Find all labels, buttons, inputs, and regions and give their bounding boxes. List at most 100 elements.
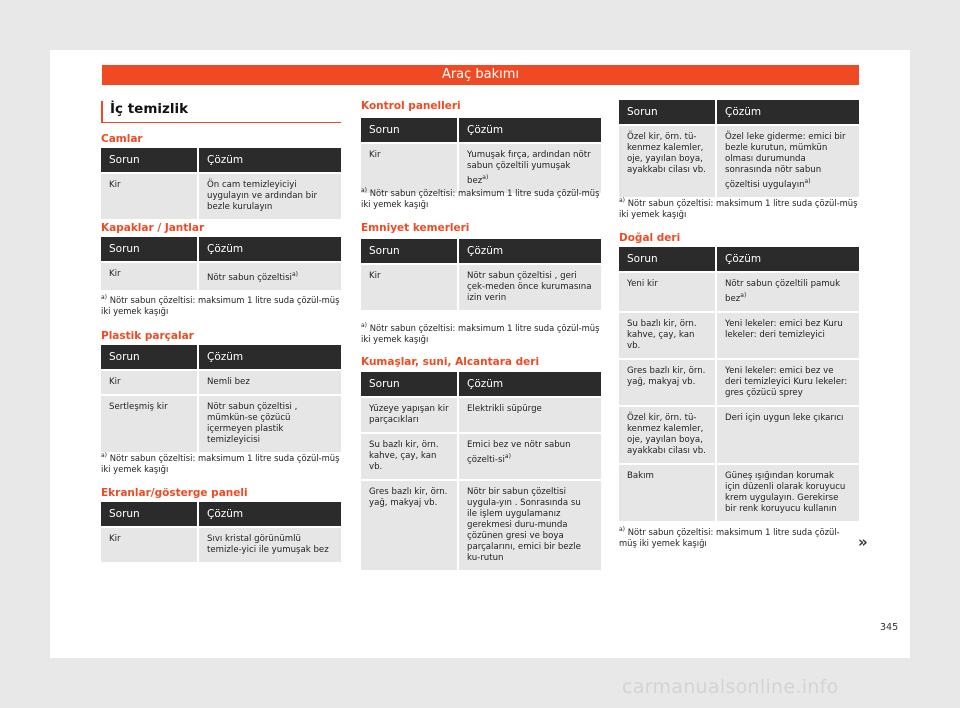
footnote-text: Nötr sabun çözeltisi: maksimum 1 litre s…	[619, 526, 840, 548]
solution-cell: Nötr sabun çözeltisia)	[197, 261, 341, 290]
problem-cell: Sertleşmiş kir	[101, 394, 198, 452]
footnote-mark: a)	[619, 197, 626, 204]
chapter-header: Araç bakımı	[102, 65, 859, 85]
footnote-text: Nötr sabun çözeltisi: maksimum 1 litre s…	[361, 322, 600, 344]
solution-text: Yumuşak fırça, ardından nötr sabun çözel…	[467, 150, 591, 186]
col-header-solution: Çözüm	[715, 247, 859, 272]
solution-cell: Sıvı kristal görünümlü temizle-yici ile …	[197, 526, 341, 562]
footnote-mark: a)	[101, 452, 108, 459]
footnote-kontrol: a) Nötr sabun çözeltisi: maksimum 1 litr…	[361, 185, 601, 210]
section-title-kontrol: Kontrol panelleri	[361, 100, 461, 112]
section-title-camlar: Camlar	[101, 133, 143, 145]
section-title-plastik: Plastik parçalar	[101, 330, 194, 342]
col-header-solution: Çözüm	[197, 345, 341, 370]
footnote-mark: a)	[804, 178, 811, 185]
footnote-text: Nötr sabun çözeltisi: maksimum 1 litre s…	[619, 197, 858, 219]
col-header-solution: Çözüm	[457, 118, 601, 143]
footnote-mark: a)	[101, 294, 108, 301]
table-row: Gres bazlı kir, örn. yağ, makyaj vb. Nötr…	[361, 479, 601, 570]
problem-cell: Kir	[101, 172, 198, 219]
problem-cell: Gres bazlı kir, örn. yağ, makyaj vb.	[361, 479, 458, 570]
table-dogal: Sorun Çözüm Yeni kir Nötr sabun çözeltili …	[619, 247, 859, 521]
table-kapaklar: Sorun Çözüm Kir Nötr sabun çözeltisia)	[101, 237, 341, 290]
solution-cell: Yeni lekeler: emici bez Kuru lekeler: de…	[715, 310, 859, 359]
problem-cell: Kir	[101, 526, 198, 562]
table-kumas: Sorun Çözüm Yüzeye yapışan kir parçacıkla…	[361, 372, 601, 570]
problem-cell: Kir	[101, 261, 198, 290]
problem-cell: Su bazlı kir, örn. kahve, çay, kan vb.	[361, 432, 458, 480]
col-header-problem: Sorun	[101, 148, 198, 173]
table-row: Sertleşmiş kir Nötr sabun çözeltisi , müm…	[101, 394, 341, 452]
solution-cell: Ön cam temizleyiciyi uygulayın ve ardınd…	[197, 172, 341, 219]
section-title-ekranlar: Ekranlar/gösterge paneli	[101, 487, 248, 499]
solution-cell: Elektrikli süpürge	[457, 396, 601, 433]
page-number: 345	[880, 622, 899, 633]
footnote-emniyet: a) Nötr sabun çözeltisi: maksimum 1 litr…	[361, 320, 601, 345]
col-header-problem: Sorun	[101, 502, 198, 527]
problem-cell: Kir	[361, 142, 458, 193]
problem-cell: Yüzeye yapışan kir parçacıkları	[361, 396, 458, 433]
footnote-text: Nötr sabun çözeltisi: maksimum 1 litre s…	[361, 187, 600, 209]
table-row: Kir Sıvı kristal görünümlü temizle-yici i…	[101, 526, 341, 562]
footnote-kapaklar: a) Nötr sabun çözeltisi: maksimum 1 litr…	[101, 292, 341, 317]
table-row: Özel kir, örn. tü-kenmez kalemler, oje, …	[619, 124, 859, 197]
table-row: Yüzeye yapışan kir parçacıkları Elektrikl…	[361, 396, 601, 433]
table-row: Kir Yumuşak fırça, ardından nötr sabun çö…	[361, 142, 601, 193]
table-camlar: Sorun Çözüm Kir Ön cam temizleyiciyi uygul…	[101, 148, 341, 219]
solution-cell: Nötr sabun çözeltisi , geri çek-meden ön…	[457, 263, 601, 310]
table-row: Kir Nemli bez	[101, 369, 341, 395]
solution-text: Özel leke giderme: emici bir bezle kurut…	[725, 132, 846, 190]
section-title-kumas: Kumaşlar, suni, Alcantara deri	[361, 356, 540, 368]
table-ekranlar: Sorun Çözüm Kir Sıvı kristal görünümlü tem…	[101, 502, 341, 562]
col-header-problem: Sorun	[101, 345, 198, 370]
table-row: Kir Nötr sabun çözeltisi , geri çek-meden…	[361, 263, 601, 310]
solution-cell: Yumuşak fırça, ardından nötr sabun çözel…	[457, 142, 601, 193]
problem-cell: Kir	[361, 263, 458, 310]
table-row: Yeni kir Nötr sabun çözeltili pamuk beza)	[619, 271, 859, 312]
col-header-solution: Çözüm	[197, 148, 341, 173]
continue-arrow-icon: »	[858, 533, 868, 551]
col-header-problem: Sorun	[361, 239, 458, 264]
section-title-dogal: Doğal deri	[619, 232, 681, 244]
solution-cell: Nötr bir sabun çözeltisi uygula-yın . So…	[457, 479, 601, 570]
footnote-mark: a)	[619, 526, 626, 533]
solution-cell: Özel leke giderme: emici bir bezle kurut…	[715, 124, 859, 197]
problem-cell: Özel kir, örn. tü-kenmez kalemler, oje, …	[619, 404, 716, 464]
watermark: carmanualsonline.info	[622, 676, 839, 698]
solution-text: Nötr sabun çözeltisi	[207, 272, 292, 283]
table-row: Kir Nötr sabun çözeltisia)	[101, 261, 341, 290]
solution-cell: Yeni lekeler: emici bez ve deri temizley…	[715, 357, 859, 406]
problem-cell: Su bazlı kir, örn. kahve, çay, kan vb.	[619, 310, 716, 359]
col-header-problem: Sorun	[619, 247, 716, 272]
col-header-solution: Çözüm	[457, 372, 601, 397]
footnote-mark: a)	[740, 292, 747, 299]
footnote-mark: a)	[361, 187, 368, 194]
solution-cell: Nötr sabun çözeltisi , mümkün-se çözücü …	[197, 394, 341, 452]
problem-cell: Gres bazlı kir, örn. yağ, makyaj vb.	[619, 357, 716, 406]
problem-cell: Özel kir, örn. tü-kenmez kalemler, oje, …	[619, 124, 716, 197]
solution-cell: Deri için uygun leke çıkarıcı	[715, 404, 859, 464]
problem-cell: Bakım	[619, 462, 716, 521]
solution-cell: Emici bez ve nötr sabun çözelti-sia)	[457, 432, 601, 480]
col-header-problem: Sorun	[361, 118, 458, 143]
table-row: Gres bazlı kir, örn. yağ, makyaj vb. Yeni…	[619, 357, 859, 406]
table-row: Su bazlı kir, örn. kahve, çay, kan vb. Em…	[361, 432, 601, 480]
footnote-mark: a)	[291, 271, 298, 278]
col-header-solution: Çözüm	[715, 100, 859, 125]
problem-cell: Kir	[101, 369, 198, 395]
footnote-mark: a)	[482, 174, 489, 181]
col-header-problem: Sorun	[619, 100, 716, 125]
solution-cell: Güneş ışığından korumak için düzenli ola…	[715, 462, 859, 521]
page-title: İç temizlik	[101, 101, 341, 123]
table-row: Özel kir, örn. tü-kenmez kalemler, oje, …	[619, 404, 859, 464]
table-ozel: Sorun Çözüm Özel kir, örn. tü-kenmez kale…	[619, 100, 859, 197]
table-kontrol: Sorun Çözüm Kir Yumuşak fırça, ardından nö…	[361, 118, 601, 193]
col-header-solution: Çözüm	[197, 237, 341, 262]
col-header-solution: Çözüm	[197, 502, 341, 527]
section-title-emniyet: Emniyet kemerleri	[361, 222, 470, 234]
table-row: Kir Ön cam temizleyiciyi uygulayın ve ard…	[101, 172, 341, 219]
footnote-ozel: a) Nötr sabun çözeltisi: maksimum 1 litr…	[619, 195, 859, 220]
problem-cell: Yeni kir	[619, 271, 716, 312]
col-header-problem: Sorun	[361, 372, 458, 397]
footnote-mark: a)	[361, 322, 368, 329]
